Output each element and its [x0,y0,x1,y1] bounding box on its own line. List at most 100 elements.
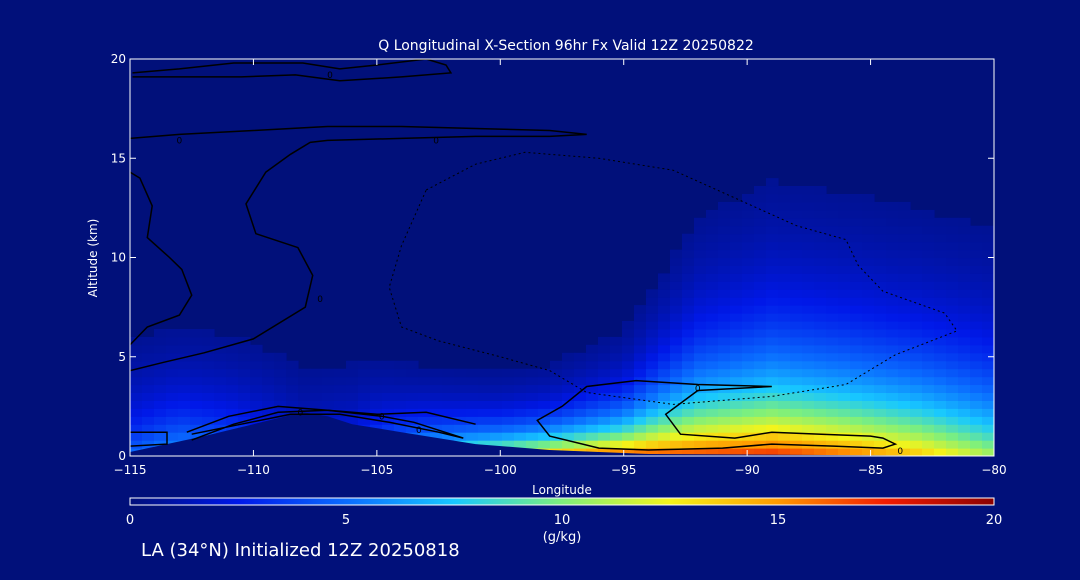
field-cell [706,329,719,338]
field-cell [694,281,707,290]
field-cell [850,432,863,441]
field-cell [646,416,659,425]
field-cell [178,424,191,433]
field-cell [754,336,767,346]
field-cell [706,305,719,314]
field-cell [310,376,323,386]
field-cell [766,432,779,441]
field-cell [838,376,851,386]
field-cell [826,201,839,211]
field-cell [790,392,803,401]
field-cell [442,392,455,401]
field-cell [694,233,707,243]
field-cell [790,233,803,243]
field-cell [478,392,491,401]
field-cell [946,344,959,354]
field-cell [166,432,179,441]
field-cell [442,416,455,425]
field-cell [826,313,839,322]
field-cell [166,416,179,425]
field-cell [634,384,647,393]
field-cell [766,344,779,354]
field-cell [442,408,455,417]
field-cell [442,384,455,393]
field-cell [622,329,635,338]
field-cell [934,321,947,330]
field-cell [874,225,887,235]
field-cell [934,400,947,409]
field-cell [334,400,347,409]
field-cell [766,448,779,456]
field-cell [718,273,731,282]
field-cell [862,241,875,251]
field-cell [826,194,839,203]
field-cell [934,265,947,274]
field-cell [730,432,743,441]
field-cell [562,384,575,393]
field-cell [346,416,359,425]
field-cell [694,321,707,330]
field-cell [934,329,947,338]
field-cell [802,289,815,298]
field-cell [622,392,635,401]
field-cell [898,289,911,298]
field-cell [934,360,947,370]
field-cell [262,368,275,378]
field-cell [802,201,815,211]
field-cell [598,360,611,370]
field-cell [658,408,671,417]
field-cell [790,305,803,314]
field-cell [202,360,215,370]
field-cell [886,448,899,456]
field-cell [646,344,659,354]
field-cell [874,344,887,354]
field-cell [478,432,491,441]
field-cell [658,424,671,433]
field-cell [946,289,959,298]
field-cell [814,297,827,306]
field-cell [358,384,371,393]
field-cell [802,257,815,266]
field-cell [142,408,155,417]
field-cell [154,344,167,354]
field-cell [130,432,143,441]
field-cell [838,209,851,219]
field-cell [802,321,815,330]
field-cell [874,432,887,441]
field-cell [670,305,683,314]
field-cell [826,384,839,393]
field-cell [934,344,947,354]
field-cell [778,281,791,290]
field-cell [622,424,635,433]
field-cell [382,416,395,425]
field-cell [646,448,659,456]
field-cell [346,400,359,409]
field-cell [886,265,899,274]
field-cell [646,384,659,393]
field-cell [910,368,923,378]
field-cell [598,336,611,346]
field-cell [706,249,719,259]
field-cell [850,321,863,330]
field-cell [838,249,851,259]
field-cell [562,440,575,449]
field-cell [682,297,695,306]
field-cell [142,424,155,433]
field-cell [658,384,671,393]
field-cell [682,448,695,456]
field-cell [778,432,791,441]
field-cell [274,384,287,393]
field-cell [682,241,695,251]
field-cell [886,344,899,354]
field-cell [586,408,599,417]
field-cell [178,408,191,417]
field-cell [838,400,851,409]
field-cell [670,416,683,425]
field-cell [130,424,143,433]
field-cell [862,416,875,425]
field-cell [358,400,371,409]
field-cell [802,297,815,306]
field-cell [934,376,947,386]
field-cell [574,360,587,370]
field-cell [334,384,347,393]
